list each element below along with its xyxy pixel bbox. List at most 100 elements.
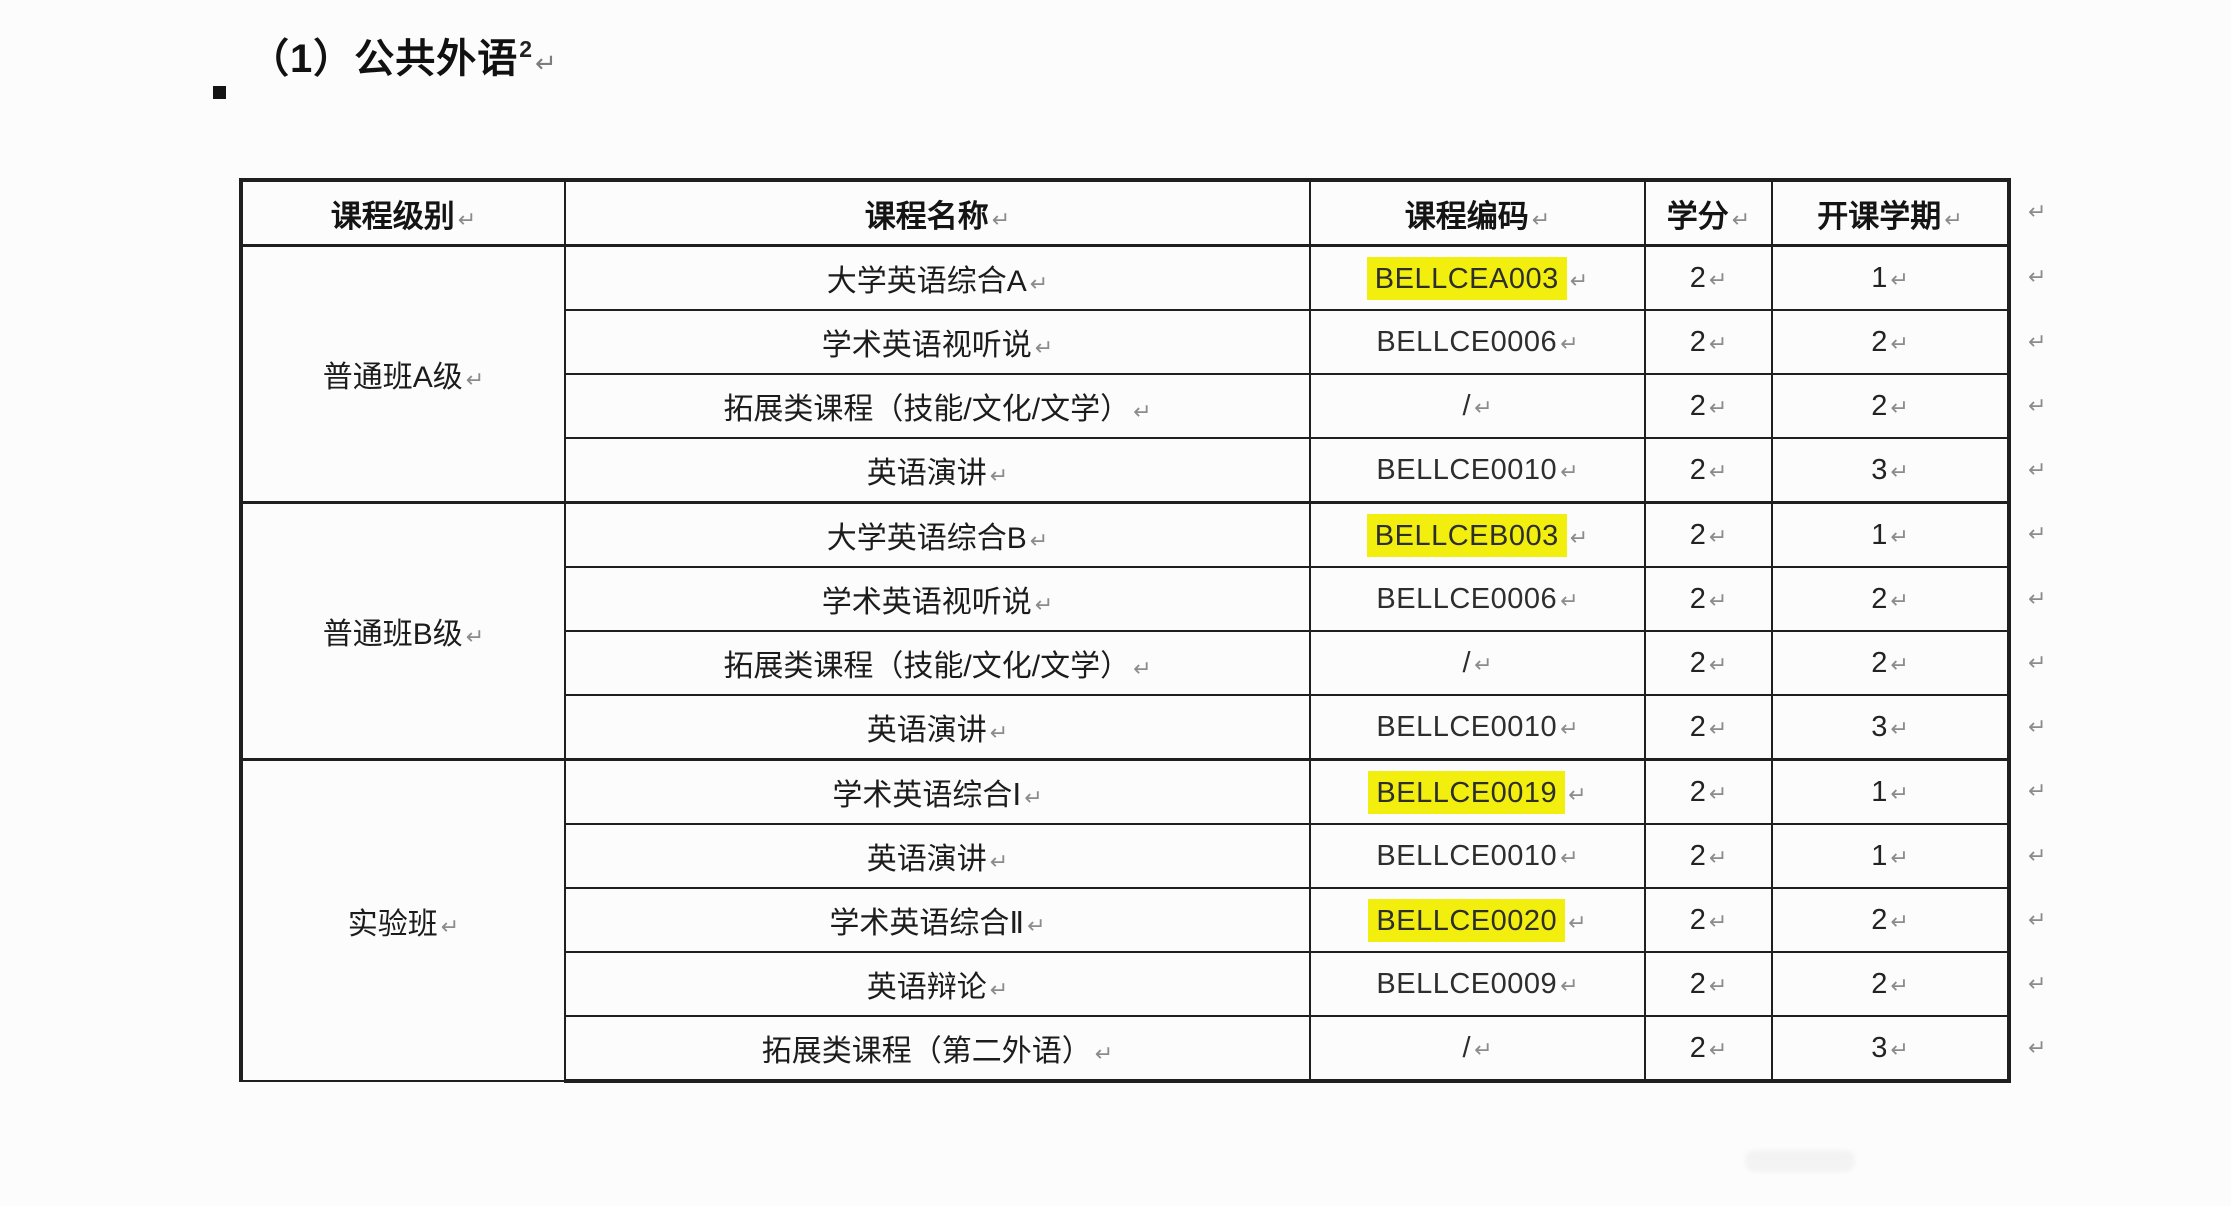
- header-cell-name: 课程名称 ↵: [564, 178, 1311, 247]
- credits-value: 2: [1689, 776, 1706, 808]
- paragraph-mark-icon: ↵: [1094, 1042, 1114, 1067]
- course-name-cell: 学术英语视听说 ↵: [564, 566, 1311, 632]
- paragraph-mark-icon: ↵: [1708, 653, 1728, 678]
- semester-cell: 1 ↵: [1771, 244, 2011, 311]
- paragraph-mark-icon: ↵: [2028, 714, 2047, 740]
- table-row: 学术英语综合Ⅱ ↵ BELLCE0020 ↵ 2 ↵ 2 ↵ ↵: [241, 887, 2073, 953]
- paragraph-mark-icon: ↵: [2028, 779, 2047, 805]
- semester-value: 2: [1871, 390, 1888, 422]
- course-name-cell: 大学英语综合B ↵: [564, 501, 1311, 568]
- table-row: 拓展类课程（第二外语） ↵ / ↵ 2 ↵ 3 ↵ ↵: [241, 1015, 2073, 1083]
- course-code-cell: BELLCE0010 ↵: [1309, 823, 1646, 889]
- paragraph-mark-icon: ↵: [465, 625, 485, 650]
- course-code-cell: BELLCEB003 ↵: [1309, 501, 1646, 568]
- paragraph-mark-icon: ↵: [2028, 457, 2047, 483]
- course-code: BELLCE0006: [1376, 326, 1558, 358]
- paragraph-mark-icon: ↵: [1027, 914, 1046, 939]
- paragraph-mark-icon: ↵: [1568, 782, 1587, 808]
- course-name: 英语演讲: [866, 714, 987, 747]
- credits-cell: 2 ↵: [1644, 501, 1773, 568]
- credits-cell: 2 ↵: [1644, 309, 1773, 375]
- paragraph-mark-icon: ↵: [1708, 460, 1728, 485]
- paragraph-mark-icon: ↵: [989, 464, 1009, 489]
- paragraph-mark-icon: ↵: [1708, 717, 1728, 742]
- course-name: 大学英语综合B: [826, 522, 1027, 555]
- semester-cell: 3 ↵: [1771, 694, 2011, 761]
- credits-cell: 2 ↵: [1644, 373, 1773, 439]
- level-cell: 普通班B级 ↵: [239, 501, 566, 761]
- paragraph-mark-icon: ↵: [1569, 525, 1589, 551]
- course-name: 学术英语综合Ⅰ: [832, 779, 1022, 812]
- semester-value: 2: [1871, 904, 1888, 936]
- header-cell-credits: 学分 ↵: [1644, 178, 1773, 247]
- paragraph-mark-icon: ↵: [440, 914, 460, 940]
- paragraph-mark-icon: ↵: [2028, 907, 2047, 933]
- paragraph-mark-icon: ↵: [1890, 1038, 1909, 1063]
- section-title: （1）公共外语2 ↵: [211, 26, 557, 106]
- paragraph-mark-icon: ↵: [465, 368, 485, 393]
- table-row: 英语演讲 ↵ BELLCE0010 ↵ 2 ↵ 3 ↵ ↵: [241, 694, 2073, 761]
- paragraph-mark-icon: ↵: [535, 49, 557, 79]
- course-code: BELLCE0006: [1376, 583, 1558, 615]
- row-end-cell: ↵: [2009, 246, 2073, 311]
- level-label: 普通班A级: [322, 361, 463, 394]
- credits-value: 2: [1689, 519, 1706, 551]
- paragraph-mark-icon: ↵: [2028, 200, 2047, 226]
- paragraph-mark-icon: ↵: [1708, 332, 1728, 357]
- course-code-cell: BELLCE0010 ↵: [1309, 437, 1646, 504]
- paragraph-mark-icon: ↵: [989, 978, 1009, 1003]
- course-name: 大学英语综合A: [826, 265, 1027, 298]
- paragraph-mark-icon: ↵: [1944, 207, 1963, 233]
- course-code-cell: BELLCE0020 ↵: [1309, 887, 1646, 953]
- paragraph-mark-icon: ↵: [1560, 974, 1579, 999]
- paragraph-mark-icon: ↵: [1034, 593, 1054, 618]
- semester-cell: 2 ↵: [1771, 951, 2011, 1017]
- paragraph-mark-icon: ↵: [1474, 396, 1493, 421]
- level-cell: 普通班A级 ↵: [239, 244, 566, 504]
- course-name-cell: 学术英语综合Ⅱ ↵: [564, 887, 1311, 953]
- course-table: 课程级别 ↵ 课程名称 ↵ 课程编码 ↵ 学分 ↵ 开课学期 ↵ ↵ 普通班A级 ↵ 大学英语综合A ↵ B…: [239, 178, 2075, 1083]
- paragraph-mark-icon: ↵: [1133, 400, 1152, 425]
- header-cell-level: 课程级别 ↵: [239, 178, 566, 247]
- course-code-cell: BELLCEA003 ↵: [1309, 244, 1646, 311]
- course-code-cell: / ↵: [1309, 1015, 1646, 1083]
- row-end-cell: ↵: [2009, 760, 2073, 825]
- paragraph-mark-icon: ↵: [1708, 846, 1728, 871]
- semester-cell: 2 ↵: [1771, 887, 2011, 953]
- course-name-cell: 拓展类课程（第二外语） ↵: [564, 1015, 1311, 1083]
- semester-value: 1: [1871, 519, 1888, 551]
- table-row: 实验班 ↵ 学术英语综合Ⅰ ↵ BELLCE0019 ↵ 2 ↵ 1 ↵ ↵: [239, 758, 2073, 1082]
- table-row: 拓展类课程（技能/文化/文学） ↵ / ↵ 2 ↵ 2 ↵ ↵: [241, 373, 2073, 439]
- level-label: 实验班: [347, 907, 438, 941]
- course-name-cell: 学术英语综合Ⅰ ↵: [564, 758, 1311, 825]
- paragraph-mark-icon: ↵: [2028, 522, 2047, 548]
- table-row: 学术英语视听说 ↵ BELLCE0006 ↵ 2 ↵ 2 ↵ ↵: [241, 309, 2073, 375]
- header-label: 课程编码: [1404, 198, 1529, 234]
- table-row: 英语演讲 ↵ BELLCE0010 ↵ 2 ↵ 3 ↵ ↵: [241, 437, 2073, 504]
- semester-cell: 1 ↵: [1771, 758, 2011, 825]
- header-label: 开课学期: [1817, 198, 1942, 234]
- paragraph-mark-icon: ↵: [2028, 843, 2047, 869]
- paragraph-mark-icon: ↵: [1024, 786, 1043, 811]
- row-end-cell: ↵: [2009, 1016, 2073, 1081]
- semester-cell: 3 ↵: [1771, 1015, 2011, 1083]
- header-cell-code: 课程编码 ↵: [1309, 178, 1646, 247]
- paragraph-mark-icon: ↵: [1890, 910, 1909, 935]
- paragraph-mark-icon: ↵: [989, 721, 1009, 746]
- credits-cell: 2 ↵: [1644, 437, 1773, 504]
- course-name: 拓展类课程（第二外语）: [761, 1035, 1092, 1068]
- course-name: 英语演讲: [866, 457, 987, 490]
- course-name-cell: 英语演讲 ↵: [564, 437, 1311, 504]
- paragraph-mark-icon: ↵: [1474, 1038, 1493, 1063]
- course-code: BELLCE0020: [1376, 904, 1558, 937]
- paragraph-mark-icon: ↵: [991, 207, 1011, 233]
- credits-value: 2: [1689, 840, 1706, 872]
- course-name-cell: 学术英语视听说 ↵: [564, 309, 1311, 375]
- credits-cell: 2 ↵: [1644, 1015, 1773, 1083]
- credits-value: 2: [1689, 454, 1706, 486]
- course-name: 英语辩论: [866, 971, 987, 1004]
- paragraph-mark-icon: ↵: [457, 207, 477, 233]
- header-label: 课程名称: [864, 198, 989, 234]
- course-name-cell: 拓展类课程（技能/文化/文学） ↵: [564, 373, 1311, 439]
